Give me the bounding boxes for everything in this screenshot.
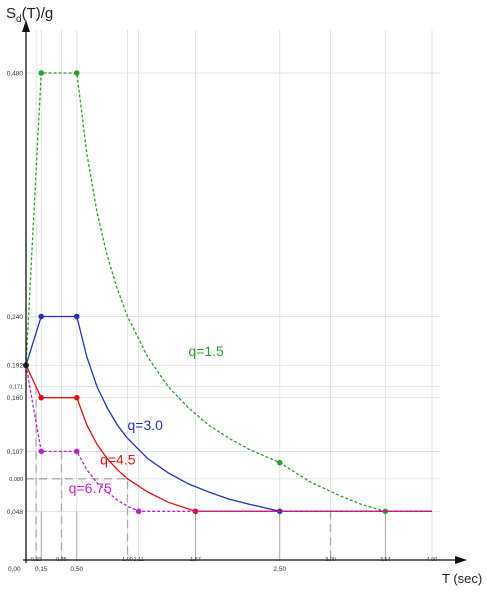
reference-line <box>26 478 129 560</box>
axes <box>22 20 467 564</box>
y-axis-label-tail: (T)/g <box>22 5 54 22</box>
y-axis-label-main: S <box>6 5 16 22</box>
y-axis-label: Sd(T)/g <box>6 5 53 25</box>
tick-labels: 0,480 0,240 0,192 0,171 0,160 0,107 0,080 0,048… <box>7 71 438 573</box>
x-tick-label: 1,67 <box>190 557 201 563</box>
origin-label: 0,00 <box>8 566 21 573</box>
series-marker-q-1-5 <box>276 459 283 466</box>
x-tick-label: 2,50 <box>273 566 286 573</box>
y-tick-label: 0,160 <box>7 395 24 402</box>
series-label-q-1-5: q=1.5 <box>188 343 224 359</box>
series-marker-q-3-0 <box>73 313 80 320</box>
x-tick-label: 0,10 <box>31 557 42 563</box>
y-tick-label: 0,480 <box>7 71 24 78</box>
series-marker-q-1-5 <box>73 70 80 76</box>
series-marker-q-4-5 <box>192 508 199 515</box>
series-marker-q-6-75 <box>73 448 80 455</box>
x-tick-label: 3,00 <box>325 557 336 563</box>
series-marker-q-3-0 <box>38 313 45 320</box>
x-tick-label: 0,15 <box>35 566 48 573</box>
series-label-q-3-0: q=3.0 <box>128 417 164 433</box>
series-line-q-3-0 <box>25 315 432 512</box>
series-marker-q-4-5 <box>73 394 80 401</box>
y-axis-arrow <box>22 20 30 32</box>
series-marker-q-6-75 <box>38 448 45 455</box>
x-tick-label: 0,35 <box>56 557 67 563</box>
x-tick-label: 1,11 <box>134 557 144 563</box>
x-axis-arrow <box>455 556 467 564</box>
series-marker-q-1-5 <box>38 70 45 76</box>
series-group: q=1.5 q=3.0 q=4.5 q=6.75 <box>23 70 432 515</box>
y-tick-label: 0,048 <box>7 509 24 516</box>
series-line-q-1-5 <box>25 72 432 512</box>
y-tick-label: 0,171 <box>9 385 23 391</box>
series-label-q-6-75: q=6.75 <box>69 480 112 496</box>
x-tick-label: 4,00 <box>427 557 438 563</box>
x-tick-label: 0,50 <box>70 566 83 573</box>
y-tick-label: 0,240 <box>7 314 24 321</box>
y-tick-label: 0,107 <box>7 449 24 456</box>
y-tick-label: 0,080 <box>9 477 23 483</box>
series-line-q-4-5 <box>25 364 432 512</box>
grid <box>26 30 440 560</box>
series-marker-q-6-75 <box>135 508 142 515</box>
y-tick-label: 0,192 <box>7 363 24 370</box>
reference-lines <box>26 386 386 561</box>
x-tick-label: 3,54 <box>380 557 391 563</box>
x-axis-label: T (sec) <box>442 571 482 586</box>
series-label-q-4-5: q=4.5 <box>100 452 136 468</box>
y-axis-label-subscript: d <box>16 14 22 25</box>
x-tick-label: 1,00 <box>122 557 133 563</box>
series-marker-q-4-5 <box>38 394 45 401</box>
series-line-q-6-75 <box>25 365 432 512</box>
